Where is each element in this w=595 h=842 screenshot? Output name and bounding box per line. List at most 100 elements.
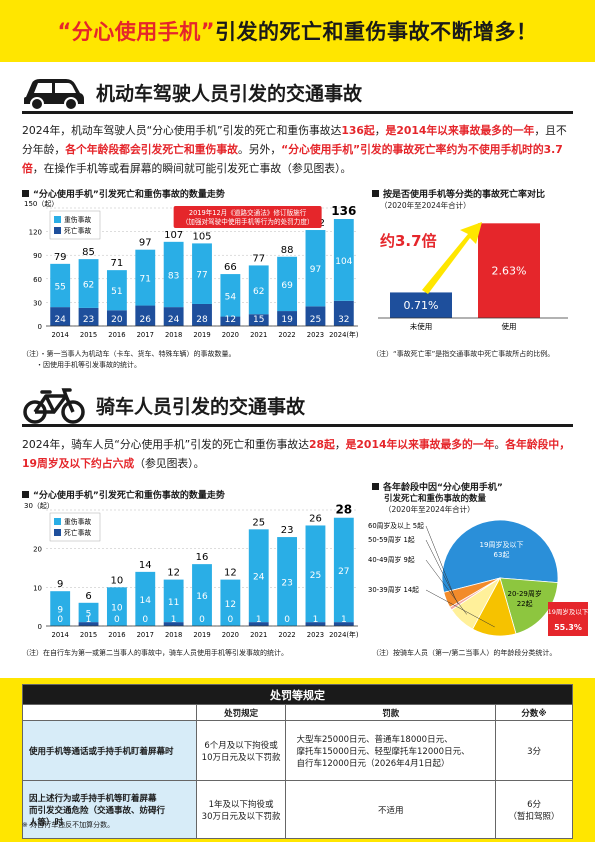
label-injury: 54 — [225, 292, 237, 302]
bar-injury — [305, 230, 326, 307]
label-total: 9 — [57, 579, 63, 590]
x-tick-label: 2021 — [250, 331, 267, 339]
label-injury: 16 — [196, 592, 208, 602]
label-death: 24 — [54, 315, 66, 325]
pie-label-0: 19周岁及以下 — [480, 540, 524, 549]
x-tick-label: 2020 — [222, 631, 239, 639]
label-total: 12 — [167, 568, 180, 579]
label-total: 77 — [252, 253, 265, 264]
bike-note-1: （注）在自行车为第一或第二当事人的事故中，骑车人员使用手机等引发事故的统计。 — [22, 649, 288, 657]
pie-slice — [499, 577, 559, 635]
ratio-value-label: 0.71% — [404, 299, 439, 312]
x-tick-label: 2022 — [278, 631, 295, 639]
y-tick-label: 20 — [33, 546, 42, 554]
pie-label-1: 20-29周岁 — [508, 589, 542, 598]
label-total: 28 — [335, 503, 352, 517]
label-total: 14 — [139, 560, 152, 571]
ratio-multiplier: 约3.7倍 — [380, 232, 437, 250]
annotation-text-2: （加强对驾驶中使用手机等行为的处罚力度） — [182, 217, 314, 226]
label-death: 0 — [284, 615, 290, 625]
bar-injury — [50, 263, 71, 308]
legend-death: 死亡事故 — [64, 528, 91, 537]
banner-phrase: 分心使用手机 — [71, 20, 201, 44]
car-note-2: ・因使用手机等引发事故的统计。 — [36, 361, 141, 369]
row1-fine: 大型车25000日元、普通车18000日元、 摩托车15000日元、轻型摩托车12… — [285, 720, 497, 781]
label-injury: 5 — [86, 609, 92, 619]
label-death: 26 — [140, 315, 152, 325]
label-total: 97 — [139, 238, 152, 249]
x-tick-label: 2018 — [165, 631, 182, 639]
label-injury: 27 — [338, 567, 349, 577]
y-tick-label: 120 — [29, 229, 42, 237]
y-tick-label: 60 — [33, 276, 42, 284]
bar-death — [106, 310, 127, 326]
pie-callout-box — [548, 602, 588, 636]
ratio-chart-title: 按是否使用手机等分类的事故死亡率对比 — [372, 187, 545, 200]
y-tick-label: 30 — [33, 299, 42, 307]
bar-injury — [248, 265, 269, 315]
increase-arrow — [422, 222, 482, 294]
penalty-table: 处罚等规定 处罚规定 罚款 分数※ 使用手机等通话或手持手机盯着屏幕时 6个月及… — [22, 684, 573, 839]
annotation-box — [173, 206, 322, 228]
bar-injury — [277, 256, 298, 312]
x-tick-label: 2021 — [250, 631, 267, 639]
ratio-bar — [478, 223, 540, 318]
x-tick-label: 2015 — [80, 631, 97, 639]
label-injury: 97 — [310, 265, 321, 275]
label-total: 66 — [224, 262, 237, 273]
label-death: 0 — [199, 615, 205, 625]
bar-injury — [248, 529, 269, 623]
annotation-text: 2019年12月《道路交通法》修订版施行 — [189, 208, 307, 217]
label-injury: 23 — [281, 579, 292, 589]
age-pie-chart: 19周岁及以下 63起 20-29周岁 22起 30-39周岁 14起 40-49周岁 9… — [368, 519, 589, 637]
x-tick-label: 2016 — [108, 631, 125, 639]
bar-death — [78, 307, 99, 326]
bar-death — [78, 622, 99, 626]
label-death: 0 — [227, 615, 233, 625]
pie-label-0b: 63起 — [494, 551, 510, 559]
ratio-category-label: 未使用 — [410, 321, 433, 331]
bar-injury — [135, 249, 156, 306]
bike-section-title: 骑车人员引发的交通事故 — [96, 396, 306, 418]
label-total: 12 — [224, 568, 237, 579]
pie-label-2: 30-39周岁 14起 — [368, 585, 419, 594]
pie-label-1b: 22起 — [517, 600, 533, 608]
pie-leader-line — [425, 589, 495, 628]
bar-injury — [135, 571, 156, 626]
bar-death — [135, 305, 156, 326]
car-icon — [24, 78, 84, 111]
label-injury: 77 — [196, 271, 207, 281]
y-axis-label: 30（起） — [24, 502, 54, 510]
x-tick-label: 2018 — [165, 331, 182, 339]
bar-injury — [78, 602, 99, 623]
legend-injury: 重伤事故 — [64, 517, 91, 526]
bar-injury — [163, 241, 184, 308]
car-accident-bar-chart: 150（起） 0 30 60 90 120 24 55 79 2014 23 62 85 2015 20 51… — [24, 200, 359, 339]
label-death: 1 — [86, 615, 92, 625]
x-tick-label: 2020 — [222, 331, 239, 339]
label-total: 85 — [82, 247, 95, 258]
car-note-1: （注）・第一当事人为机动车（卡车、货车、特殊车辆）的事故数量。 — [22, 350, 236, 358]
y-axis-label: 150（起） — [24, 200, 58, 208]
label-injury: 9 — [57, 606, 63, 616]
bar-injury — [333, 517, 354, 623]
label-injury: 51 — [111, 287, 122, 297]
penalty-footnote: ※ 对自行车违反不加算分数。 — [22, 821, 115, 829]
x-tick-label: 2015 — [80, 331, 97, 339]
row2-rule: 1年及以下拘役或 30万日元及以下罚款 — [195, 780, 287, 839]
bar-death — [248, 314, 269, 326]
ratio-bar — [390, 292, 452, 318]
fatality-ratio-chart: 0.71% 未使用 2.63% 使用 约3.7倍 — [378, 222, 568, 331]
label-total: 25 — [252, 517, 265, 528]
label-injury: 71 — [140, 275, 151, 285]
label-injury: 83 — [168, 271, 179, 281]
label-total: 6 — [85, 591, 91, 602]
label-injury: 14 — [140, 596, 152, 606]
header-points: 分数※ — [495, 704, 573, 721]
label-death: 12 — [225, 315, 236, 325]
bar-injury — [78, 259, 99, 308]
label-total: 107 — [164, 230, 183, 241]
label-death: 24 — [168, 315, 180, 325]
row2-fine: 不适用 — [285, 780, 497, 839]
bike-section-header: 骑车人员引发的交通事故 — [22, 387, 573, 427]
